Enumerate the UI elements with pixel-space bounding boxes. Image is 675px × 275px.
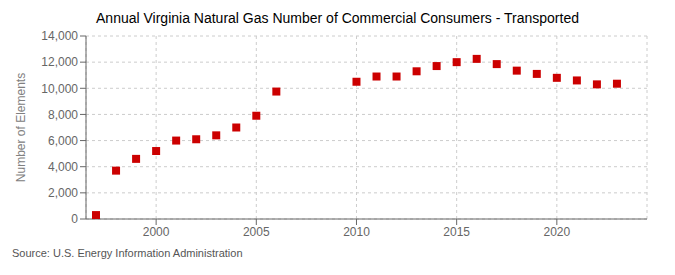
svg-text:Number of Elements: Number of Elements <box>14 73 28 182</box>
html-text:Source: U.S. Energy Informatio: Source: U.S. Energy Information Administ… <box>12 247 243 259</box>
svg-text:0: 0 <box>71 212 78 226</box>
svg-text:2020: 2020 <box>543 225 570 239</box>
svg-text:12,000: 12,000 <box>41 55 78 69</box>
svg-text:8,000: 8,000 <box>48 108 78 122</box>
html-text:Annual Virginia Natural Gas Nu: Annual Virginia Natural Gas Number of Co… <box>96 10 579 26</box>
svg-text:10,000: 10,000 <box>41 82 78 96</box>
svg-text:2010: 2010 <box>343 225 370 239</box>
svg-text:4,000: 4,000 <box>48 160 78 174</box>
svg-text:2015: 2015 <box>443 225 470 239</box>
svg-text:6,000: 6,000 <box>48 134 78 148</box>
svg-text:2005: 2005 <box>243 225 270 239</box>
svg-text:14,000: 14,000 <box>41 29 78 43</box>
svg-text:2000: 2000 <box>143 225 170 239</box>
svg-text:2,000: 2,000 <box>48 186 78 200</box>
